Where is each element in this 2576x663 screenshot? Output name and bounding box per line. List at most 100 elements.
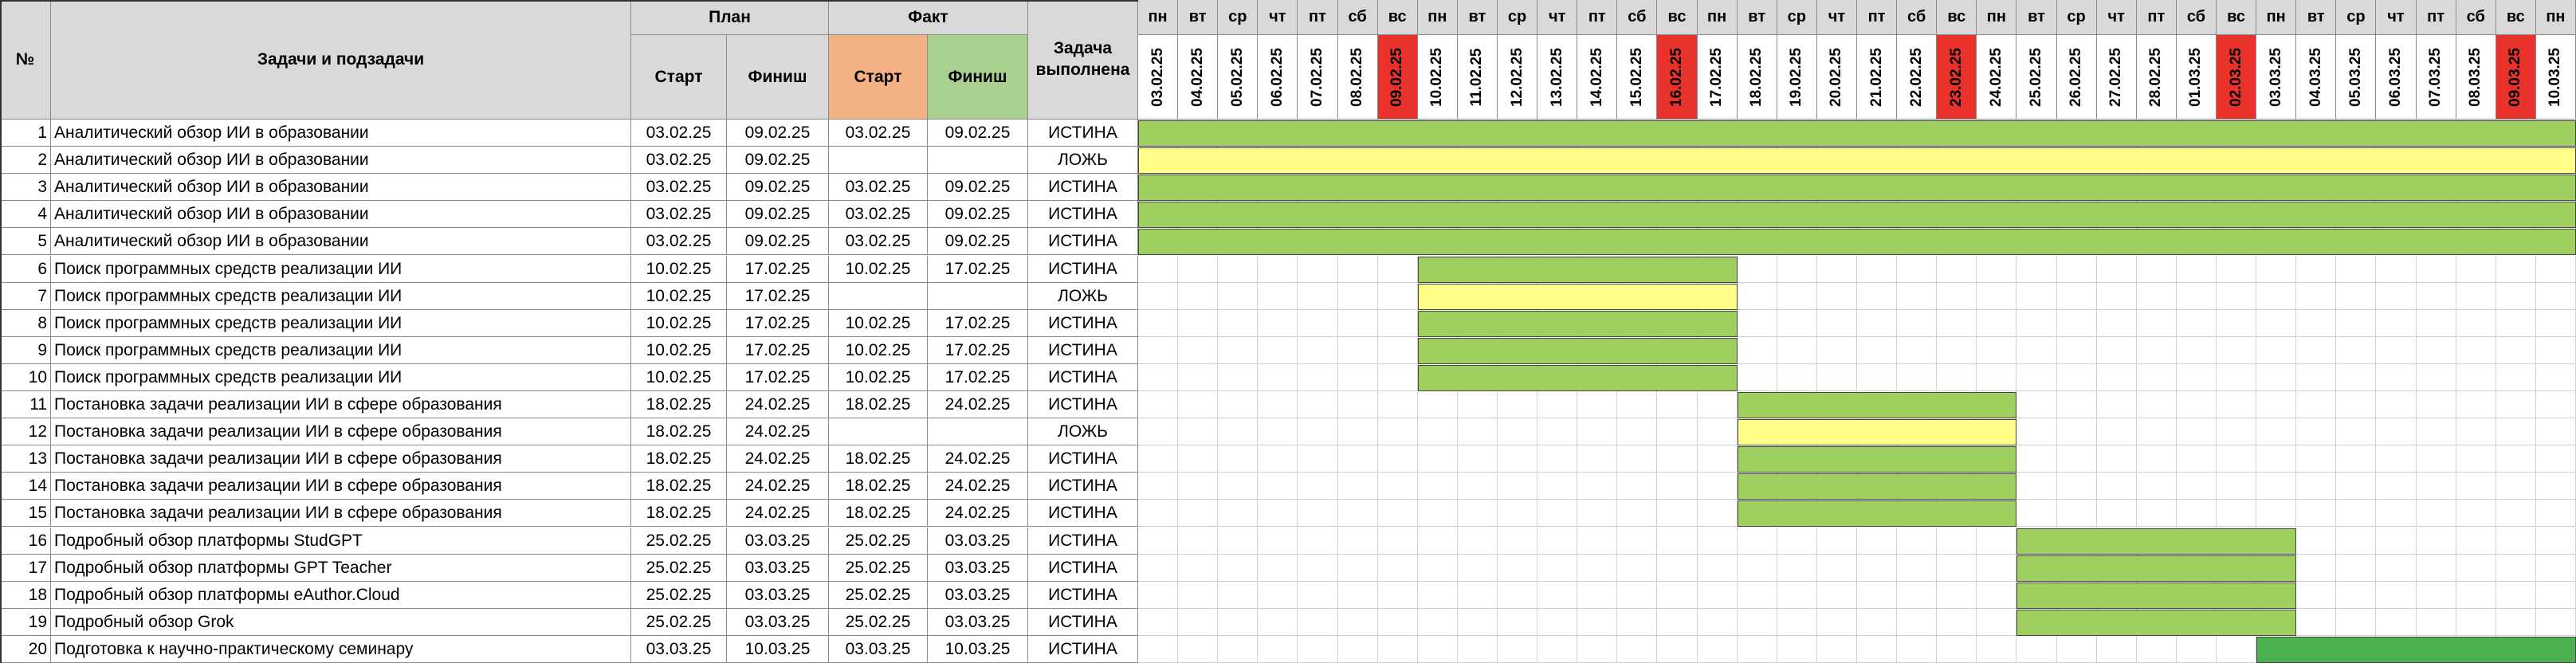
date-label-highlighted[interactable]: 16.02.25: [1657, 35, 1698, 120]
weekday-label[interactable]: вс: [2496, 0, 2536, 35]
cell-done[interactable]: ИСТИНА: [1028, 228, 1138, 256]
cell-fact-finish[interactable]: 24.02.25: [928, 391, 1028, 419]
timeline-cell[interactable]: [2136, 635, 2177, 663]
weekday-label[interactable]: пн: [1977, 0, 2017, 35]
timeline-cell[interactable]: [2376, 282, 2417, 310]
gantt-bar-green[interactable]: [1737, 446, 2017, 473]
timeline-cell[interactable]: [1777, 554, 1817, 582]
gantt-bar-green[interactable]: [1417, 364, 1738, 391]
timeline-cell[interactable]: [1577, 418, 1618, 446]
timeline-cell[interactable]: [1657, 554, 1698, 582]
header-plan[interactable]: План: [631, 0, 829, 35]
timeline-cell[interactable]: [1657, 445, 1698, 473]
cell-fact-start[interactable]: 18.02.25: [829, 391, 928, 419]
timeline-cell[interactable]: [1178, 255, 1219, 283]
timeline-cell[interactable]: [1218, 391, 1259, 419]
timeline-cell[interactable]: [1897, 255, 1938, 283]
date-label[interactable]: 11.02.25: [1457, 35, 1498, 120]
timeline-cell[interactable]: [2496, 255, 2536, 283]
timeline-cell[interactable]: [2496, 418, 2536, 446]
timeline-cell[interactable]: [1937, 527, 1977, 555]
timeline-cell[interactable]: [2376, 309, 2417, 337]
gantt-bar-yellow[interactable]: [1737, 419, 2017, 446]
timeline-cell[interactable]: [1258, 473, 1298, 500]
date-label[interactable]: 03.02.25: [1138, 35, 1179, 120]
timeline-cell[interactable]: [1737, 527, 1777, 555]
timeline-cell[interactable]: [1138, 500, 1179, 528]
timeline-cell[interactable]: [1337, 581, 1378, 609]
timeline-cell[interactable]: [1777, 282, 1817, 310]
cell-fact-finish[interactable]: [928, 147, 1028, 175]
timeline-cell[interactable]: [1697, 635, 1738, 663]
timeline-cell[interactable]: [1298, 635, 1338, 663]
cell-fact-start[interactable]: 10.02.25: [829, 309, 928, 337]
timeline-cell[interactable]: [2016, 255, 2057, 283]
timeline-cell[interactable]: [1657, 581, 1698, 609]
timeline-cell[interactable]: [1298, 391, 1338, 419]
cell-fact-finish[interactable]: 03.03.25: [928, 608, 1028, 636]
weekday-label[interactable]: пт: [2136, 0, 2177, 35]
timeline-cell[interactable]: [2096, 363, 2137, 391]
date-label[interactable]: 21.02.25: [1857, 35, 1898, 120]
weekday-label[interactable]: сб: [1337, 0, 1378, 35]
cell-fact-finish[interactable]: 09.02.25: [928, 228, 1028, 256]
cell-task[interactable]: Поиск программных средств реализации ИИ: [51, 282, 631, 310]
timeline-cell[interactable]: [2296, 445, 2337, 473]
timeline-cell[interactable]: [1417, 608, 1458, 636]
weekday-label[interactable]: ср: [2336, 0, 2377, 35]
timeline-cell[interactable]: [2416, 473, 2456, 500]
timeline-cell[interactable]: [1937, 554, 1977, 582]
timeline-cell[interactable]: [2376, 473, 2417, 500]
timeline-cell[interactable]: [1178, 581, 1219, 609]
timeline-cell[interactable]: [2016, 500, 2057, 528]
timeline-cell[interactable]: [2136, 336, 2177, 364]
date-label-highlighted[interactable]: 09.03.25: [2496, 35, 2536, 120]
timeline-cell[interactable]: [2416, 418, 2456, 446]
timeline-cell[interactable]: [1498, 608, 1538, 636]
gantt-bar-yellow[interactable]: [1417, 283, 1738, 310]
timeline-cell[interactable]: [1816, 309, 1857, 337]
timeline-cell[interactable]: [2296, 473, 2337, 500]
timeline-cell[interactable]: [2456, 282, 2496, 310]
cell-fact-start[interactable]: 03.02.25: [829, 228, 928, 256]
timeline-cell[interactable]: [2296, 391, 2337, 419]
cell-fact-finish[interactable]: 24.02.25: [928, 500, 1028, 528]
timeline-cell[interactable]: [2456, 473, 2496, 500]
timeline-cell[interactable]: [2217, 473, 2257, 500]
timeline-cell[interactable]: [1816, 255, 1857, 283]
cell-plan-start[interactable]: 10.02.25: [631, 282, 727, 310]
timeline-cell[interactable]: [1617, 500, 1658, 528]
timeline-cell[interactable]: [2336, 445, 2377, 473]
weekday-label[interactable]: пн: [1417, 0, 1458, 35]
timeline-cell[interactable]: [2456, 445, 2496, 473]
weekday-label[interactable]: вт: [2296, 0, 2337, 35]
cell-fact-finish[interactable]: 17.02.25: [928, 309, 1028, 337]
timeline-cell[interactable]: [2136, 500, 2177, 528]
cell-plan-start[interactable]: 18.02.25: [631, 418, 727, 446]
cell-no[interactable]: 19: [0, 608, 51, 636]
timeline-cell[interactable]: [2176, 282, 2217, 310]
timeline-cell[interactable]: [1218, 554, 1259, 582]
timeline-cell[interactable]: [1337, 445, 1378, 473]
cell-plan-finish[interactable]: 24.02.25: [727, 391, 829, 419]
cell-done[interactable]: ИСТИНА: [1028, 554, 1138, 582]
timeline-cell[interactable]: [1337, 554, 1378, 582]
timeline-cell[interactable]: [1377, 473, 1418, 500]
timeline-cell[interactable]: [1258, 500, 1298, 528]
timeline-cell[interactable]: [2217, 309, 2257, 337]
timeline-cell[interactable]: [1498, 554, 1538, 582]
timeline-cell[interactable]: [2217, 391, 2257, 419]
cell-plan-finish[interactable]: 03.03.25: [727, 608, 829, 636]
date-label[interactable]: 06.03.25: [2376, 35, 2417, 120]
cell-plan-finish[interactable]: 17.02.25: [727, 282, 829, 310]
date-label[interactable]: 10.02.25: [1417, 35, 1458, 120]
timeline-cell[interactable]: [1977, 255, 2017, 283]
timeline-cell[interactable]: [1937, 635, 1977, 663]
weekday-label[interactable]: вс: [1377, 0, 1418, 35]
timeline-cell[interactable]: [1577, 635, 1618, 663]
timeline-cell[interactable]: [1457, 635, 1498, 663]
timeline-cell[interactable]: [2535, 445, 2576, 473]
date-label[interactable]: 14.02.25: [1577, 35, 1618, 120]
date-label[interactable]: 08.03.25: [2456, 35, 2496, 120]
timeline-cell[interactable]: [1498, 391, 1538, 419]
